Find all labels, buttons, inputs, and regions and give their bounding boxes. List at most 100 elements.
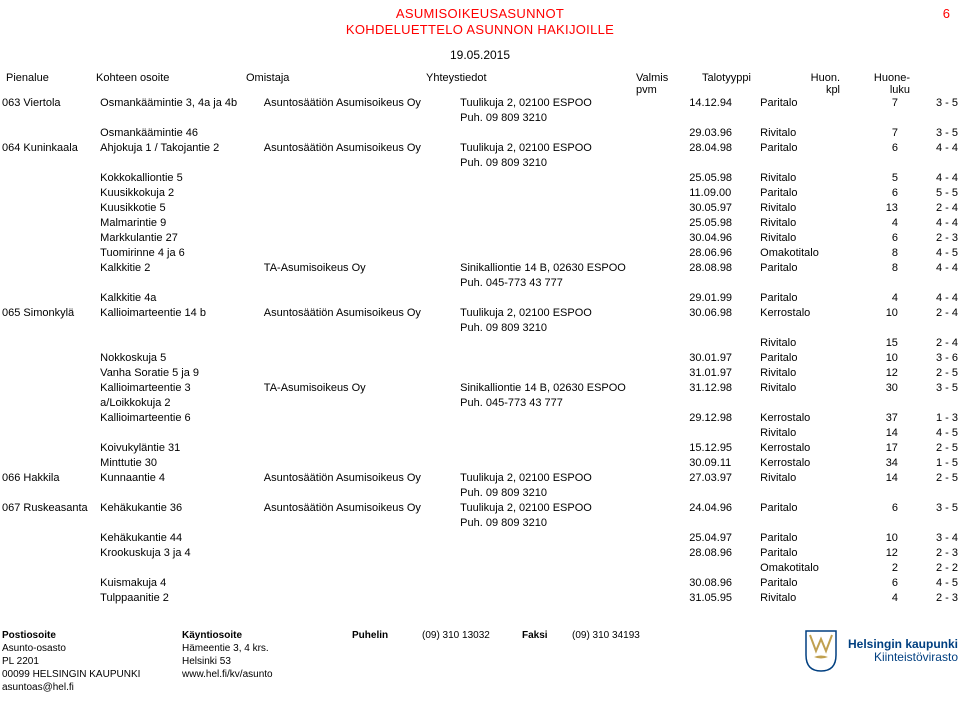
cell-owner: Asuntosäätiön Asumisoikeus Oy [262,501,458,516]
title-line-2: KOHDELUETTELO ASUNNON HAKIJOILLE [0,22,960,38]
cell-address: Kalkkitie 4a [98,291,262,306]
cell-kpl [856,321,900,336]
cell-address: Kuusikkokuja 2 [98,186,262,201]
cell-address [98,321,262,336]
cell-luku: 4 - 4 [900,171,960,186]
cell-contact: Puh. 09 809 3210 [458,111,687,126]
table-row: Puh. 09 809 3210 [0,486,960,501]
cell-date [687,276,758,291]
cell-area [0,126,98,141]
footer-postiosoite-label: Postiosoite [0,629,180,642]
cell-luku [900,516,960,531]
cell-type [758,321,856,336]
table-row: Nokkoskuja 530.01.97Paritalo103 - 6 [0,351,960,366]
cell-type: Paritalo [758,546,856,561]
cell-owner [262,291,458,306]
cell-contact: Sinikalliontie 14 B, 02630 ESPOO [458,381,687,396]
cell-type [758,396,856,411]
cell-type: Kerrostalo [758,456,856,471]
cell-kpl: 8 [856,246,900,261]
cell-area [0,171,98,186]
cell-owner: Asuntosäätiön Asumisoikeus Oy [262,306,458,321]
cell-type: Rivitalo [758,426,856,441]
cell-area [0,201,98,216]
helsinki-crest-icon [804,629,838,673]
cell-type: Paritalo [758,141,856,156]
cell-type: Kerrostalo [758,411,856,426]
footer-faksi-label: Faksi [520,629,570,642]
hdr-luku2: luku [850,84,910,96]
footer-kayntiosoite-label: Käyntiosoite [180,629,350,642]
cell-area [0,336,98,351]
cell-owner [262,531,458,546]
table-row: Rivitalo152 - 4 [0,336,960,351]
cell-kpl: 7 [856,126,900,141]
cell-luku: 4 - 4 [900,216,960,231]
cell-luku: 1 - 5 [900,456,960,471]
table-row: Tuomirinne 4 ja 628.06.96Omakotitalo84 -… [0,246,960,261]
cell-address: a/Loikkokuja 2 [98,396,262,411]
table-row: Kuusikkotie 530.05.97Rivitalo132 - 4 [0,201,960,216]
doc-title: ASUMISOIKEUSASUNNOT KOHDELUETTELO ASUNNO… [0,6,960,39]
table-row: 066 HakkilaKunnaantie 4Asuntosäätiön Asu… [0,471,960,486]
title-line-1: ASUMISOIKEUSASUNNOT [0,6,960,22]
cell-luku: 2 - 5 [900,366,960,381]
hdr-pvm1: Valmis [636,72,668,84]
cell-date: 28.08.98 [687,261,758,276]
table-row: Puh. 09 809 3210 [0,321,960,336]
table-row: Malmarintie 925.05.98Rivitalo44 - 4 [0,216,960,231]
cell-area: 067 Ruskeasanta [0,501,98,516]
hdr-kpl2: kpl [790,84,840,96]
cell-date: 28.08.96 [687,546,758,561]
cell-contact [458,576,687,591]
cell-contact: Tuulikuja 2, 02100 ESPOO [458,141,687,156]
cell-kpl: 14 [856,471,900,486]
footer-faksi-value: (09) 310 34193 [570,629,670,642]
cell-kpl: 14 [856,426,900,441]
cell-contact [458,546,687,561]
cell-luku [900,486,960,501]
table-row: Krookuskuja 3 ja 428.08.96Paritalo122 - … [0,546,960,561]
cell-kpl: 17 [856,441,900,456]
cell-owner [262,171,458,186]
cell-owner [262,336,458,351]
cell-luku: 5 - 5 [900,186,960,201]
cell-address [98,516,262,531]
cell-type: Rivitalo [758,471,856,486]
hdr-contact: Yhteystiedot [426,72,487,84]
cell-area: 063 Viertola [0,96,98,111]
table-row: 063 ViertolaOsmankäämintie 3, 4a ja 4bAs… [0,96,960,111]
cell-area [0,531,98,546]
page-footer: Postiosoite Käyntiosoite Puhelin (09) 31… [0,629,960,694]
cell-kpl: 6 [856,186,900,201]
cell-luku: 3 - 5 [900,96,960,111]
cell-owner [262,276,458,291]
cell-contact: Puh. 09 809 3210 [458,486,687,501]
cell-luku: 3 - 5 [900,381,960,396]
cell-type: Paritalo [758,576,856,591]
cell-date: 30.01.97 [687,351,758,366]
cell-address: Kunnaantie 4 [98,471,262,486]
cell-owner [262,546,458,561]
cell-kpl: 4 [856,291,900,306]
cell-date: 30.09.11 [687,456,758,471]
table-row: Kallioimarteentie 629.12.98Kerrostalo371… [0,411,960,426]
cell-luku: 3 - 6 [900,351,960,366]
cell-area: 066 Hakkila [0,471,98,486]
cell-owner [262,321,458,336]
cell-address: Vanha Soratie 5 ja 9 [98,366,262,381]
cell-type: Rivitalo [758,171,856,186]
cell-type: Rivitalo [758,336,856,351]
table-row: Minttutie 3030.09.11Kerrostalo341 - 5 [0,456,960,471]
cell-area [0,351,98,366]
cell-kpl [856,486,900,501]
cell-area [0,276,98,291]
cell-kpl: 7 [856,96,900,111]
cell-luku [900,321,960,336]
cell-contact: Puh. 09 809 3210 [458,516,687,531]
cell-area [0,456,98,471]
cell-contact: Sinikalliontie 14 B, 02630 ESPOO [458,261,687,276]
cell-address: Osmankäämintie 3, 4a ja 4b [98,96,262,111]
cell-kpl [856,396,900,411]
table-row: Kuusikkokuja 211.09.00Paritalo65 - 5 [0,186,960,201]
